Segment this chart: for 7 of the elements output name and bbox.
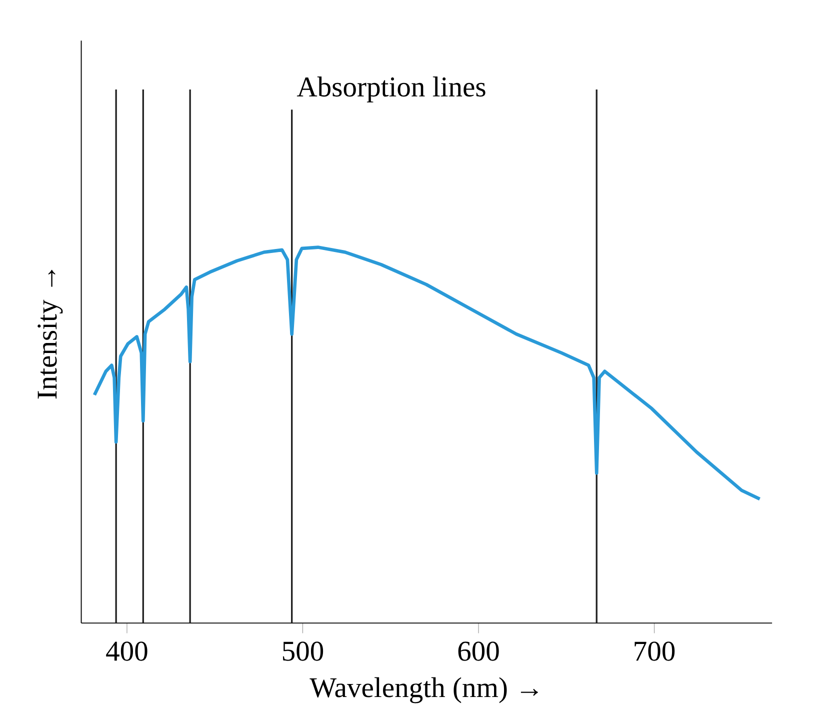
text: Absorption lines [296,76,486,102]
x-tick-label: 500 [282,642,324,661]
x-tick-label: 400 [106,642,148,661]
x-tick-label: 700 [634,642,675,661]
x-tick-label: 600 [458,642,499,661]
y-axis-title: Intensity → [38,270,63,399]
x-axis-title: Wavelength (nm) → [310,677,538,704]
